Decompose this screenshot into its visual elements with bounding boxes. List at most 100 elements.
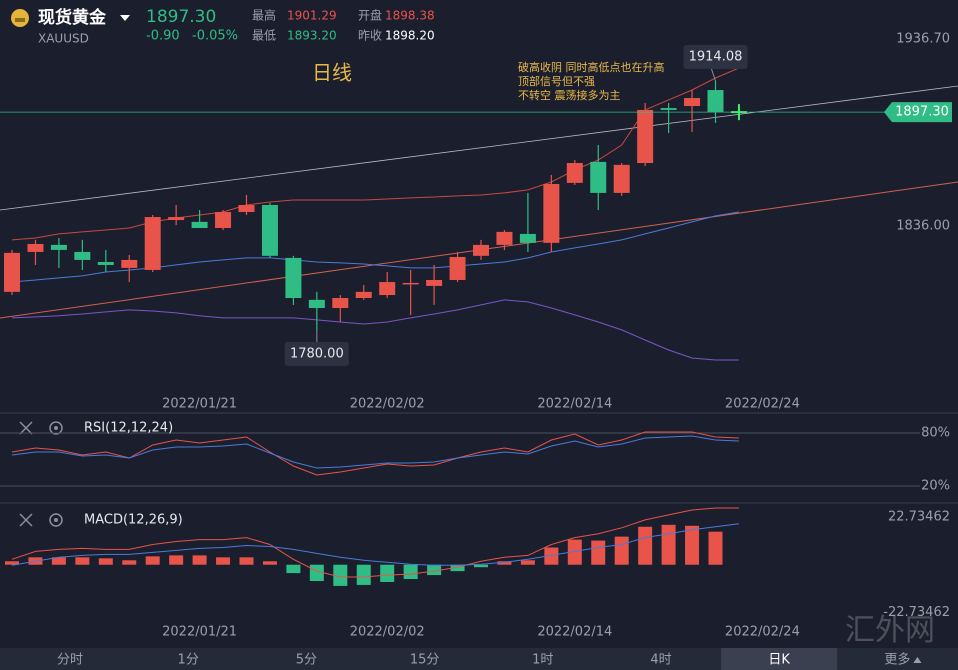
macd-bar bbox=[638, 526, 653, 565]
tab[interactable]: 4时 bbox=[650, 653, 671, 668]
tab[interactable]: 更多 bbox=[884, 652, 910, 668]
stat-label: 最低 bbox=[252, 29, 276, 43]
macd-bar bbox=[497, 561, 512, 565]
stat-value: 1898.20 bbox=[385, 29, 435, 43]
macd-bar bbox=[333, 564, 348, 586]
macd-bar bbox=[685, 525, 700, 565]
macd-bar bbox=[262, 561, 277, 565]
candle-body bbox=[261, 204, 278, 256]
x-tick-label: 2022/02/24 bbox=[725, 625, 800, 640]
candle-body bbox=[4, 252, 20, 292]
instrument-symbol: XAUUSD bbox=[38, 32, 89, 46]
candle-body bbox=[191, 221, 208, 229]
stat-value: 1901.29 bbox=[287, 9, 337, 23]
stat-label: 昨收 bbox=[358, 29, 382, 43]
tab[interactable]: 日K bbox=[768, 653, 790, 668]
candle-body bbox=[449, 256, 466, 280]
y-tick-label: 1836.00 bbox=[896, 218, 950, 233]
macd-bar bbox=[544, 547, 559, 565]
macd-bar bbox=[427, 564, 442, 576]
candle-body bbox=[379, 282, 396, 296]
indicator-line bbox=[11, 431, 739, 476]
price-tag bbox=[884, 102, 952, 123]
tab-selected bbox=[721, 648, 838, 670]
price-tag-label: 1897.30 bbox=[895, 105, 949, 120]
y-tick-label: 1936.70 bbox=[896, 31, 950, 46]
candle-body bbox=[590, 161, 607, 193]
macd-bar bbox=[450, 564, 465, 572]
candle-body bbox=[684, 98, 701, 107]
candle-body bbox=[168, 217, 185, 221]
tab[interactable]: 15分 bbox=[410, 653, 440, 668]
macd-bar bbox=[122, 560, 137, 565]
indicator-line bbox=[11, 67, 740, 241]
macd-bar bbox=[286, 564, 301, 574]
settings-icon[interactable] bbox=[49, 421, 63, 435]
candle-body bbox=[637, 109, 654, 164]
annotation: 不转空 震荡接多为主 bbox=[518, 88, 621, 102]
candle-body bbox=[121, 259, 138, 268]
annotation: 破高收阴 同时高低点也在升高 bbox=[518, 60, 665, 74]
dropdown-arrow[interactable] bbox=[120, 15, 130, 21]
indicator-title: RSI(12,12,24) bbox=[84, 421, 173, 436]
macd-bar bbox=[309, 564, 324, 582]
macd-bar bbox=[239, 557, 254, 565]
macd-bar bbox=[591, 540, 606, 565]
extreme-box bbox=[683, 44, 748, 69]
settings-icon-dot bbox=[54, 518, 58, 522]
tab[interactable]: 分时 bbox=[57, 653, 83, 668]
candle-body bbox=[144, 217, 161, 270]
watermark: 汇外网 bbox=[845, 613, 935, 648]
candle-body bbox=[543, 183, 560, 243]
candle-body bbox=[50, 244, 67, 250]
icon-bars bbox=[15, 18, 25, 22]
macd-bar bbox=[356, 564, 371, 585]
extreme-label: 1780.00 bbox=[290, 346, 344, 361]
macd-bar bbox=[661, 524, 676, 565]
candle-body bbox=[426, 279, 443, 286]
indicator-line bbox=[11, 523, 739, 566]
x-tick-label: 2022/01/21 bbox=[162, 625, 237, 640]
candle-body bbox=[308, 299, 325, 309]
macd-bar bbox=[520, 560, 535, 565]
x-tick-label: 2022/02/24 bbox=[725, 397, 800, 412]
instrument-name[interactable]: 现货黄金 bbox=[38, 7, 107, 28]
x-tick-label: 2022/01/21 bbox=[162, 397, 237, 412]
indicator-line bbox=[11, 507, 739, 578]
crosshair bbox=[730, 104, 747, 121]
tab[interactable]: 1分 bbox=[178, 653, 199, 668]
candle-body bbox=[27, 243, 44, 252]
macd-bar bbox=[5, 561, 19, 565]
candle-body bbox=[473, 244, 489, 256]
tab[interactable]: 1时 bbox=[532, 653, 553, 668]
macd-bar bbox=[403, 564, 418, 580]
period-label: 日线 bbox=[312, 61, 352, 85]
y-tick-label: 80% bbox=[921, 426, 950, 441]
macd-bar bbox=[567, 539, 582, 565]
candle-body bbox=[74, 251, 91, 260]
candle-body bbox=[215, 212, 232, 229]
x-tick-label: 2022/02/14 bbox=[537, 625, 612, 640]
indicator-line bbox=[11, 435, 739, 469]
macd-bar bbox=[51, 557, 66, 565]
macd-bar bbox=[708, 531, 723, 565]
settings-icon[interactable] bbox=[49, 513, 63, 527]
close-icon[interactable] bbox=[19, 513, 33, 527]
macd-bar bbox=[75, 557, 90, 565]
macd-bar bbox=[474, 564, 488, 568]
x-tick-label: 2022/02/02 bbox=[350, 625, 425, 640]
stat-value: 1898.38 bbox=[385, 9, 435, 23]
candle-body bbox=[660, 108, 677, 110]
tab[interactable]: 5分 bbox=[296, 653, 317, 668]
x-tick-label: 2022/02/14 bbox=[537, 397, 612, 412]
tab-more-arrow bbox=[913, 657, 922, 663]
last-price: 1897.30 bbox=[146, 7, 216, 27]
indicator-line bbox=[11, 299, 739, 361]
macd-bar bbox=[614, 536, 629, 565]
indicator-title: MACD(12,26,9) bbox=[84, 513, 183, 528]
tab-bar bbox=[0, 648, 958, 670]
y-tick-label: 22.73462 bbox=[888, 509, 950, 524]
price-change: -0.90 bbox=[146, 29, 180, 44]
close-icon[interactable] bbox=[19, 421, 33, 435]
